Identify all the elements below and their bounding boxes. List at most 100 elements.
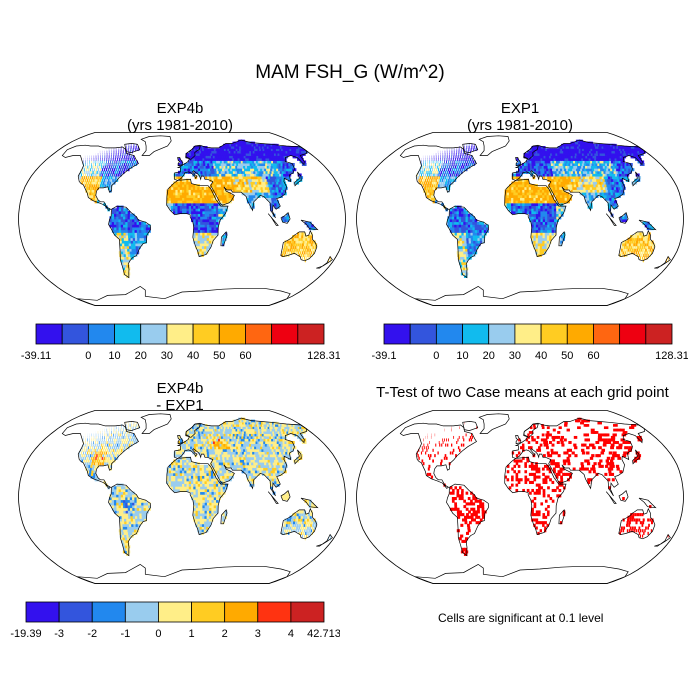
- grid-cell: [195, 219, 199, 223]
- grid-cell: [650, 245, 653, 249]
- grid-cell: [309, 237, 312, 241]
- grid-cell: [456, 213, 460, 217]
- grid-cell: [643, 235, 646, 239]
- grid-cell: [262, 173, 267, 177]
- grid-cell: [462, 264, 466, 268]
- grid-cell: [460, 245, 464, 249]
- grid-cell: [607, 186, 611, 190]
- grid-cell: [205, 148, 209, 152]
- grid-cell: [542, 213, 546, 217]
- grid-cell: [199, 251, 202, 255]
- grid-cell: [213, 150, 217, 154]
- grid-cell: [184, 189, 187, 193]
- grid-cell: [199, 160, 202, 164]
- grid-cell: [596, 189, 600, 193]
- grid-cell: [250, 165, 255, 169]
- grid-cell: [457, 240, 461, 244]
- grid-cell: [215, 173, 218, 177]
- grid-cell: [482, 240, 485, 244]
- grid-cell: [462, 259, 466, 263]
- grid-cell: [139, 515, 143, 519]
- grid-cell: [208, 518, 212, 522]
- grid-cell: [106, 160, 107, 164]
- grid-cell: [173, 186, 176, 190]
- grid-cell: [544, 173, 548, 177]
- grid-cell: [240, 186, 244, 190]
- grid-cell: [469, 155, 471, 159]
- grid-cell: [119, 243, 123, 247]
- map-cells: [78, 139, 331, 278]
- grid-cell: [477, 235, 481, 239]
- grid-cell: [425, 173, 427, 177]
- grid-cell: [533, 229, 537, 233]
- grid-cell: [130, 531, 134, 535]
- grid-cell: [177, 194, 181, 198]
- grid-cell: [476, 224, 480, 228]
- grid-cell: [553, 176, 557, 180]
- grid-cell: [533, 197, 537, 201]
- grid-cell: [454, 153, 456, 156]
- grid-cell: [288, 521, 291, 525]
- grid-cell: [454, 221, 457, 225]
- grid-cell: [506, 202, 510, 206]
- grid-cell: [547, 224, 550, 228]
- grid-cell: [120, 529, 125, 533]
- grid-cell: [128, 146, 129, 149]
- grid-cell: [539, 243, 543, 247]
- grid-cell: [186, 194, 190, 198]
- grid-cell: [526, 189, 530, 193]
- grid-cell: [238, 184, 242, 188]
- grid-cell: [279, 192, 283, 196]
- grid-cell: [251, 170, 255, 174]
- grid-cell: [452, 155, 454, 159]
- grid-cell: [423, 168, 425, 172]
- grid-cell: [540, 210, 544, 215]
- grid-cell: [102, 181, 105, 185]
- grid-cell: [302, 150, 309, 154]
- grid-cell: [601, 181, 605, 185]
- grid-cell: [560, 210, 564, 215]
- grid-cell: [89, 176, 92, 180]
- grid-cell: [291, 240, 294, 244]
- grid-cell: [179, 189, 183, 193]
- grid-cell: [208, 197, 212, 201]
- grid-cell: [427, 163, 428, 166]
- grid-cell: [565, 155, 569, 159]
- grid-cell: [299, 251, 302, 255]
- grid-cell: [517, 181, 521, 185]
- grid-cell: [650, 243, 653, 247]
- grid-cell: [573, 153, 577, 156]
- grid-cell: [593, 184, 597, 188]
- grid-cell: [243, 192, 247, 196]
- grid-cell: [270, 165, 275, 169]
- grid-cell: [201, 251, 204, 255]
- grid-cell: [627, 240, 630, 244]
- grid-cell: [459, 261, 463, 265]
- grid-cell: [113, 168, 116, 172]
- grid-cell: [298, 248, 301, 252]
- grid-cell: [193, 194, 196, 198]
- grid-cell: [537, 189, 541, 193]
- grid-cell: [188, 181, 192, 185]
- grid-cell: [95, 184, 98, 188]
- grid-cell: [479, 221, 482, 225]
- grid-cell: [465, 253, 470, 257]
- grid-cell: [639, 232, 642, 236]
- grid-cell: [234, 155, 239, 159]
- grid-cell: [226, 157, 230, 161]
- grid-cell: [256, 181, 261, 185]
- grid-cell: [557, 194, 561, 198]
- grid-cell: [201, 526, 205, 530]
- grid-cell: [211, 157, 215, 161]
- grid-cell: [549, 229, 552, 233]
- grid-cell: [210, 173, 214, 177]
- grid-cell: [446, 170, 449, 174]
- grid-cell: [300, 526, 303, 530]
- grid-cell: [302, 526, 305, 530]
- grid-cell: [458, 165, 461, 169]
- grid-cell: [513, 208, 516, 212]
- grid-cell: [271, 189, 276, 193]
- grid-cell: [134, 216, 137, 220]
- grid-cell: [141, 237, 145, 241]
- grid-cell: [263, 189, 267, 193]
